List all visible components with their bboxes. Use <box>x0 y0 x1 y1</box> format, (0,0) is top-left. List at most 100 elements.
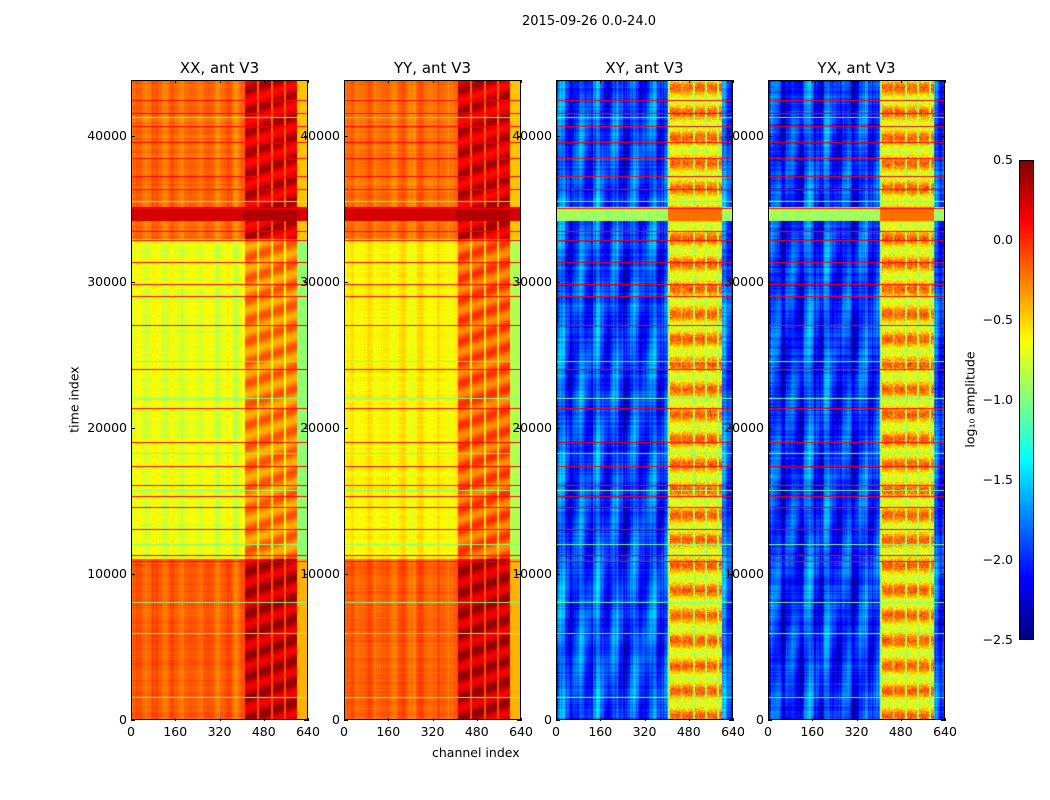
x-tick-mark <box>812 718 814 721</box>
y-tick-mark <box>304 136 308 137</box>
x-tick-mark <box>388 718 390 721</box>
x-tick-mark <box>263 80 265 83</box>
y-tick-label: 10000 <box>87 566 127 581</box>
y-tick-label: 0 <box>756 712 764 727</box>
x-tick-mark <box>344 80 345 83</box>
y-tick-mark <box>344 136 348 137</box>
y-tick-mark <box>729 428 733 429</box>
colorbar-tick-label: 0.0 <box>993 232 1013 247</box>
y-tick-label: 40000 <box>724 128 764 143</box>
heatmap-cells <box>557 81 732 719</box>
x-tick-label: 320 <box>844 724 869 739</box>
x-tick-mark <box>521 718 522 721</box>
x-tick-mark <box>768 80 769 83</box>
y-tick-mark <box>131 282 135 283</box>
y-tick-mark <box>344 428 348 429</box>
y-tick-label: 40000 <box>512 128 552 143</box>
y-tick-label: 30000 <box>724 274 764 289</box>
x-tick-mark <box>263 718 265 721</box>
y-tick-mark <box>729 720 733 721</box>
x-tick-mark <box>900 80 902 83</box>
x-tick-label: 160 <box>800 724 825 739</box>
y-tick-mark <box>304 574 308 575</box>
x-tick-mark <box>600 718 602 721</box>
x-tick-mark <box>812 80 814 83</box>
colorbar <box>1019 160 1034 640</box>
x-tick-label: 0 <box>127 724 135 739</box>
x-tick-mark <box>733 718 734 721</box>
heatmap-panel-1 <box>131 80 308 720</box>
x-tick-label: 0 <box>552 724 560 739</box>
x-tick-mark <box>521 80 522 83</box>
y-tick-label: 30000 <box>87 274 127 289</box>
y-tick-label: 0 <box>544 712 552 727</box>
x-tick-label: 480 <box>888 724 913 739</box>
x-tick-mark <box>644 80 646 83</box>
y-tick-mark <box>517 720 521 721</box>
x-tick-mark <box>219 718 221 721</box>
figure-title: 2015-09-26 0.0-24.0 <box>522 14 656 29</box>
y-tick-label: 0 <box>119 712 127 727</box>
x-tick-label: 640 <box>721 724 745 739</box>
x-tick-label: 320 <box>420 724 445 739</box>
y-tick-mark <box>556 428 560 429</box>
y-tick-mark <box>131 574 135 575</box>
x-tick-label: 640 <box>933 724 957 739</box>
x-tick-label: 480 <box>251 724 276 739</box>
x-tick-mark <box>175 80 177 83</box>
y-axis-label: time index <box>66 366 82 433</box>
y-tick-label: 40000 <box>300 128 340 143</box>
y-tick-label: 20000 <box>724 420 764 435</box>
x-tick-mark <box>344 718 345 721</box>
y-tick-mark <box>941 428 945 429</box>
panel-title: XY, ant V3 <box>605 59 684 77</box>
x-tick-mark <box>308 80 309 83</box>
y-tick-mark <box>941 136 945 137</box>
y-tick-mark <box>941 282 945 283</box>
x-tick-label: 160 <box>376 724 401 739</box>
x-tick-label: 480 <box>464 724 489 739</box>
y-tick-mark <box>131 428 135 429</box>
y-tick-label: 40000 <box>87 128 127 143</box>
y-tick-label: 30000 <box>300 274 340 289</box>
panel-title: YX, ant V3 <box>817 59 896 77</box>
x-tick-mark <box>476 80 478 83</box>
y-tick-label: 10000 <box>724 566 764 581</box>
y-tick-mark <box>344 574 348 575</box>
x-tick-label: 320 <box>207 724 232 739</box>
y-tick-mark <box>517 282 521 283</box>
x-tick-mark <box>432 80 434 83</box>
y-tick-mark <box>304 720 308 721</box>
panel-title: XX, ant V3 <box>179 59 260 77</box>
x-tick-mark <box>768 718 769 721</box>
x-tick-mark <box>945 80 946 83</box>
x-tick-label: 160 <box>163 724 188 739</box>
y-tick-mark <box>131 136 135 137</box>
y-tick-mark <box>304 282 308 283</box>
colorbar-tick-label: 0.5 <box>993 152 1013 167</box>
x-tick-label: 0 <box>764 724 772 739</box>
x-tick-mark <box>388 80 390 83</box>
colorbar-tick-label: −1.0 <box>982 392 1013 407</box>
x-tick-mark <box>175 718 177 721</box>
x-tick-mark <box>688 718 690 721</box>
y-tick-mark <box>556 136 560 137</box>
y-tick-mark <box>768 574 772 575</box>
colorbar-tick-label: −1.5 <box>982 472 1013 487</box>
x-tick-label: 320 <box>632 724 657 739</box>
x-tick-mark <box>900 718 902 721</box>
x-tick-label: 640 <box>296 724 320 739</box>
y-tick-mark <box>344 720 348 721</box>
x-tick-mark <box>308 718 309 721</box>
y-tick-label: 10000 <box>300 566 340 581</box>
y-tick-mark <box>344 282 348 283</box>
x-tick-label: 160 <box>588 724 613 739</box>
y-tick-mark <box>729 136 733 137</box>
y-tick-mark <box>768 428 772 429</box>
heatmap-panel-3 <box>556 80 733 720</box>
x-tick-mark <box>556 718 557 721</box>
heatmap-cells <box>345 81 520 719</box>
y-tick-mark <box>941 720 945 721</box>
y-tick-mark <box>517 428 521 429</box>
colorbar-tick-label: −2.0 <box>982 552 1013 567</box>
